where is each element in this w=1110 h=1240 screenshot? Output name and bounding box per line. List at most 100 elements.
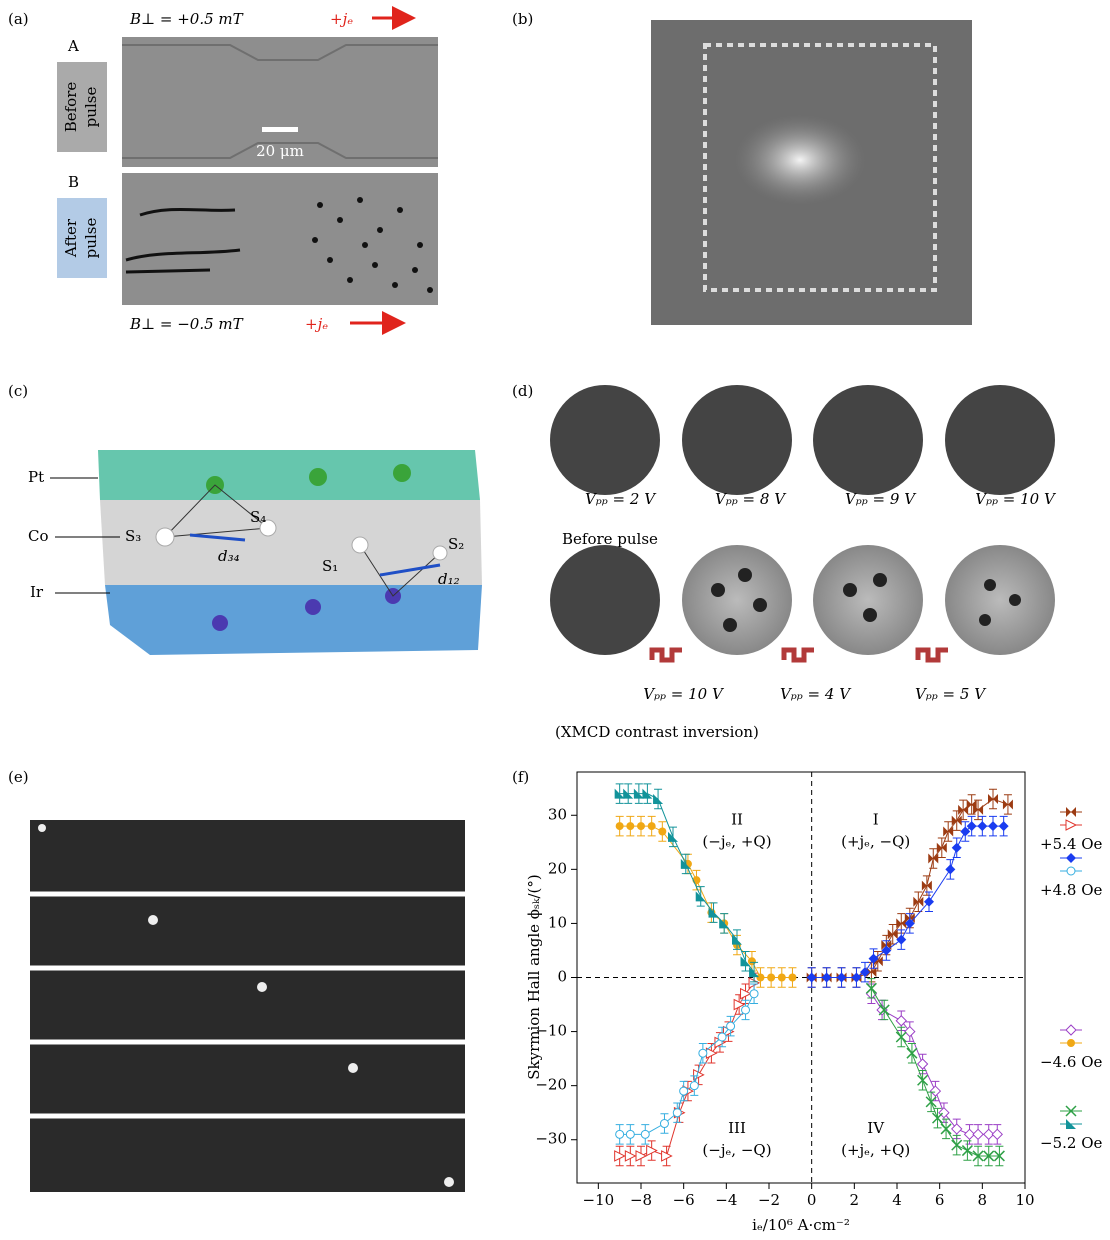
marker (637, 822, 645, 830)
note: (XMCD contrast inversion) (555, 723, 759, 741)
box-text: pulse (82, 87, 100, 128)
x-tick-label: 4 (892, 1191, 902, 1209)
x-tick-label: 2 (850, 1191, 860, 1209)
quadrant-label: (−jₑ, −Q) (702, 1141, 771, 1159)
layer-label: Ir (30, 583, 44, 601)
x-axis-label: iₑ/10⁶ A·cm⁻² (752, 1216, 850, 1234)
x-tick-label: 8 (978, 1191, 988, 1209)
panel-label: (d) (512, 382, 533, 400)
panel-label: (a) (8, 10, 29, 28)
panel-c: (c) Pt Co Ir S₃ S₄ S₁ S₂ d₃₄ d₁₂ (8, 382, 482, 655)
marker (778, 974, 786, 982)
y-axis-label: Skyrmion Hall angle ϕₛₖ/(°) (525, 874, 543, 1080)
row-label: A (67, 37, 79, 55)
marker (750, 990, 758, 998)
marker (699, 1049, 707, 1057)
voltage-label: Vₚₚ = 4 V (780, 685, 852, 703)
marker (905, 1027, 915, 1037)
quadrant-label: III (728, 1119, 746, 1137)
legend-label: −4.6 Oe (1040, 1053, 1102, 1071)
panel-label: (f) (512, 768, 529, 786)
spin-label: S₃ (125, 527, 141, 545)
distance-label: d₁₂ (438, 570, 460, 588)
marker (952, 1124, 962, 1134)
layer-label: Co (28, 527, 49, 545)
quadrant-label: IV (867, 1119, 885, 1137)
x-tick-label: 0 (807, 1191, 817, 1209)
marker (1066, 1025, 1076, 1035)
marker (756, 974, 764, 982)
spin-label: S₂ (448, 535, 464, 553)
marker (1067, 867, 1075, 875)
voltage-label: Vₚₚ = 2 V (585, 490, 657, 508)
marker (930, 1086, 940, 1096)
panel-a: (a) B⊥ = +0.5 mT +jₑ 20 μm A Before puls… (8, 10, 438, 333)
micrograph (122, 173, 438, 305)
marker (1066, 820, 1076, 830)
voltage-label: Vₚₚ = 8 V (715, 490, 787, 508)
voltage-label: Vₚₚ = 10 V (975, 490, 1057, 508)
marker (648, 822, 656, 830)
marker (742, 1006, 750, 1014)
voltage-label: Vₚₚ = 10 V (643, 685, 725, 703)
x-tick-label: −2 (758, 1191, 780, 1209)
x-tick-label: −10 (583, 1191, 615, 1209)
y-tick-label: −30 (535, 1130, 567, 1148)
x-tick-label: 10 (1015, 1191, 1034, 1209)
disk-images (682, 545, 1055, 655)
marker (952, 843, 962, 853)
x-tick-label: −6 (673, 1191, 695, 1209)
field-label: B⊥ = +0.5 mT (129, 10, 244, 28)
marker (896, 935, 906, 945)
figure: (a) B⊥ = +0.5 mT +jₑ 20 μm A Before puls… (0, 0, 1110, 1240)
marker (748, 957, 756, 965)
before-label: Before pulse (562, 530, 658, 548)
distance-label: d₃₄ (218, 547, 240, 565)
scale-label: 20 μm (256, 142, 304, 160)
marker (767, 974, 775, 982)
quadrant-label: I (873, 811, 879, 829)
ir-layer (105, 585, 482, 655)
marker (945, 864, 955, 874)
marker (680, 1087, 688, 1095)
marker (1066, 853, 1076, 863)
box-text: pulse (82, 218, 100, 259)
y-tick-label: −20 (535, 1076, 567, 1094)
marker (977, 821, 987, 831)
marker (641, 1130, 649, 1138)
scale-bar (262, 127, 298, 132)
marker (992, 1129, 1002, 1139)
marker (727, 1022, 735, 1030)
voltage-label: Vₚₚ = 5 V (915, 685, 987, 703)
current-label: +jₑ (330, 10, 353, 28)
x-tick-label: −4 (715, 1191, 737, 1209)
series-line (620, 994, 754, 1135)
skyrmion-blob (735, 115, 865, 205)
marker (673, 1109, 681, 1117)
marker (626, 822, 634, 830)
panel-label: (e) (8, 768, 29, 786)
quadrant-label: (−jₑ, +Q) (702, 833, 771, 851)
x-tick-label: −8 (630, 1191, 652, 1209)
voltage-label: Vₚₚ = 9 V (845, 490, 917, 508)
spin-label: S₁ (322, 557, 338, 575)
y-tick-label: 10 (548, 913, 567, 931)
legend-label: −5.2 Oe (1040, 1134, 1102, 1152)
quadrant-label: (+jₑ, −Q) (841, 833, 910, 851)
marker (616, 822, 624, 830)
marker (616, 1130, 624, 1138)
panel-label: (c) (8, 382, 28, 400)
marker (973, 1129, 983, 1139)
series-line (871, 994, 997, 1135)
legend-label: +5.4 Oe (1040, 835, 1102, 853)
marker (626, 1130, 634, 1138)
marker (690, 1082, 698, 1090)
y-tick-label: 20 (548, 859, 567, 877)
marker (896, 1016, 906, 1026)
box-text: After (62, 218, 80, 258)
panel-b: (b) (512, 10, 972, 325)
marker (1066, 807, 1076, 817)
y-tick-label: 0 (557, 968, 567, 986)
marker (999, 821, 1009, 831)
pt-layer (98, 450, 480, 500)
